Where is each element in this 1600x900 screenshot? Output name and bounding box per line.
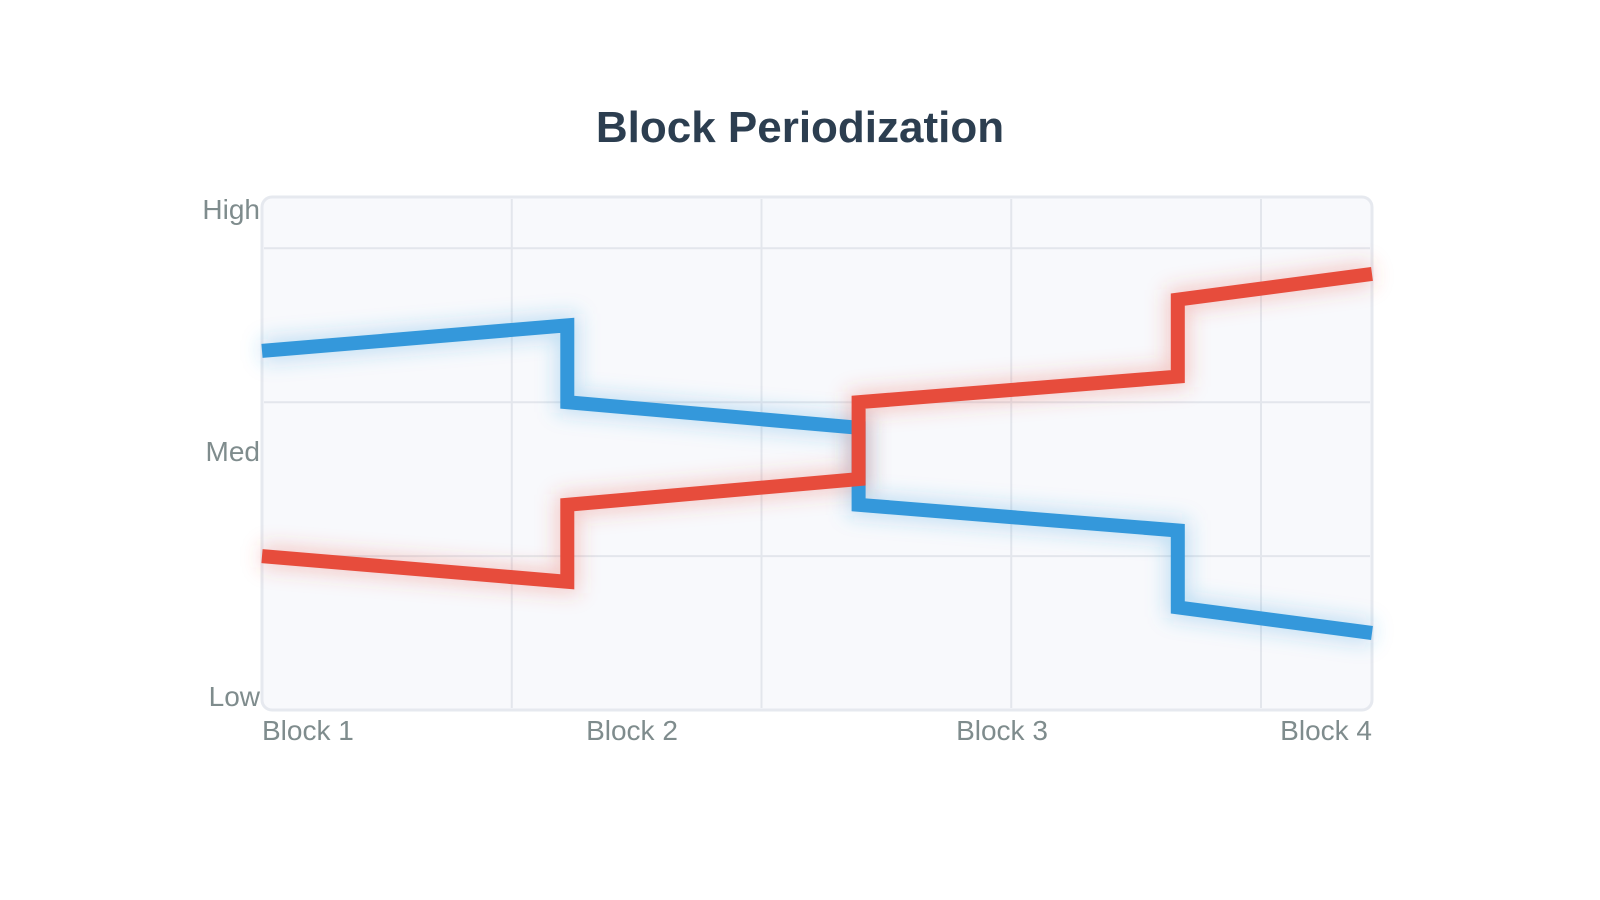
plot-background <box>260 195 1374 712</box>
x-tick-label: Block 1 <box>262 715 354 746</box>
chart-title: Block Periodization <box>595 103 1005 152</box>
x-tick-label: Block 2 <box>586 715 678 746</box>
x-tick-label: Block 4 <box>1280 715 1372 746</box>
y-tick-label: High <box>202 194 260 225</box>
x-tick-label: Block 3 <box>956 715 1048 746</box>
y-tick-label: Low <box>209 681 261 712</box>
series-line-2 <box>261 266 1373 590</box>
y-tick-label: Med <box>206 436 260 467</box>
